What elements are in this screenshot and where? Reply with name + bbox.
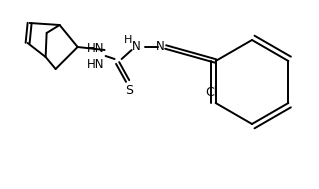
Text: HN: HN	[87, 43, 104, 56]
Text: HN: HN	[87, 59, 104, 71]
Text: Cl: Cl	[205, 85, 218, 98]
Text: N: N	[156, 40, 165, 53]
Text: H: H	[123, 35, 132, 45]
Text: N: N	[132, 40, 141, 53]
Text: S: S	[125, 84, 133, 97]
